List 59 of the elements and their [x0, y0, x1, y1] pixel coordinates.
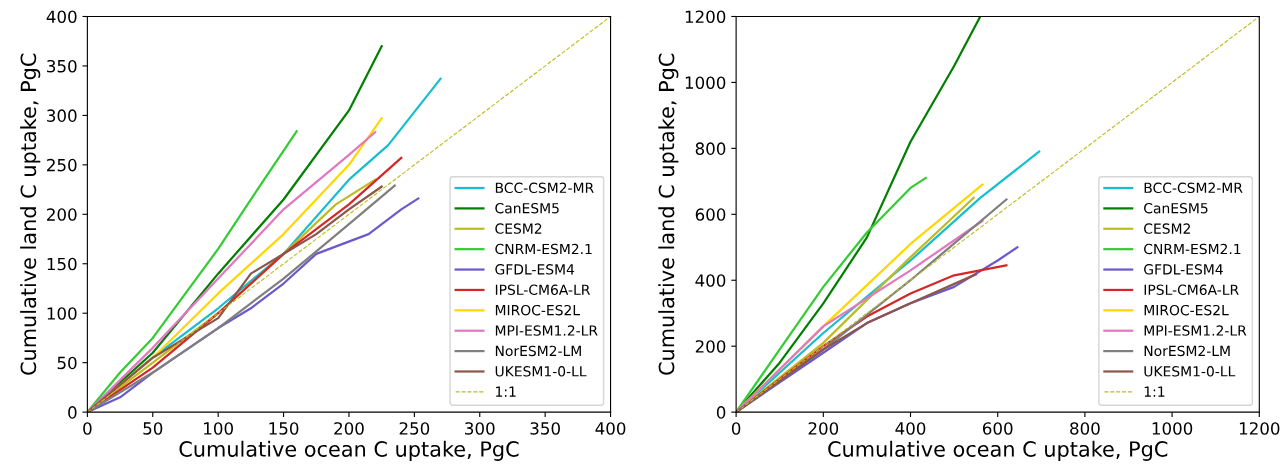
x-tick-label: 400 [895, 422, 926, 435]
y-tick-label: 200 [47, 208, 77, 221]
x-tick-label: 400 [595, 422, 626, 435]
x-axis-title: Cumulative ocean C uptake, PgC [179, 440, 519, 461]
x-tick-label: 100 [204, 422, 233, 435]
legend-label: CanESM5 [495, 202, 559, 214]
legend-label: 1:1 [1144, 386, 1165, 397]
y-tick-label: 150 [47, 257, 77, 271]
legend-label: GFDL-ESM4 [1144, 264, 1223, 275]
legend-label: IPSL-CM6A-LR [495, 284, 591, 295]
x-tick-label: 0 [731, 422, 741, 435]
legend-label: CESM2 [1144, 223, 1190, 234]
legend-label: BCC-CSM2-MR [1144, 182, 1243, 194]
y-tick-label: 350 [47, 59, 77, 73]
legend-label: UKESM1-0-LL [495, 366, 587, 377]
legend-label: BCC-CSM2-MR [495, 182, 594, 194]
legend-label: 1:1 [496, 386, 516, 397]
y-axis-title: Cumulative land C uptake, PgC [20, 53, 41, 375]
x-axis-title: Cumulative ocean C uptake, PgC [828, 440, 1168, 461]
x-tick-label: 200 [808, 422, 839, 435]
x-tick-label: 250 [399, 422, 430, 435]
x-tick-label: 50 [143, 422, 163, 435]
y-tick-label: 100 [47, 307, 77, 320]
y-tick-label: 300 [47, 109, 77, 122]
legend-label: NorESM2-LM [495, 345, 581, 357]
x-tick-label: 350 [530, 422, 560, 435]
legend-label: IPSL-CM6A-LR [1144, 284, 1239, 295]
line-series [736, 273, 978, 413]
y-tick-label: 600 [695, 208, 726, 221]
x-tick-label: 200 [334, 422, 364, 435]
x-tick-label: 800 [1070, 422, 1100, 435]
y-tick-label: 400 [695, 274, 726, 287]
legend-label: CanESM5 [1144, 202, 1208, 214]
legend-label: UKESM1-0-LL [1144, 366, 1236, 377]
legend-label: MIROC-ES2L [1144, 304, 1229, 316]
y-tick-label: 250 [47, 158, 77, 172]
y-tick-label: 50 [57, 356, 77, 370]
legend-label: CNRM-ESM2.1 [1144, 243, 1241, 255]
x-tick-label: 1200 [1239, 422, 1280, 435]
y-tick-label: 1000 [685, 76, 726, 89]
x-tick-label: 150 [269, 422, 299, 435]
x-tick-label: 600 [982, 422, 1013, 435]
legend-label: NorESM2-LM [1144, 345, 1230, 357]
x-tick-label: 1000 [1152, 422, 1193, 435]
y-tick-label: 200 [695, 340, 726, 353]
y-tick-label: 800 [695, 142, 726, 155]
x-tick-label: 300 [465, 422, 495, 435]
y-tick-label: 0 [716, 406, 726, 419]
legend-label: MIROC-ES2L [495, 304, 580, 316]
y-tick-label: 0 [68, 406, 77, 419]
y-tick-label: 1200 [685, 10, 726, 24]
legend-label: MPI-ESM1.2-LR [1144, 325, 1247, 336]
x-tick-label: 0 [83, 422, 92, 435]
y-tick-label: 400 [46, 10, 77, 24]
legend-label: CESM2 [495, 223, 542, 234]
legend-label: CNRM-ESM2.1 [495, 243, 592, 255]
legend-label: GFDL-ESM4 [495, 264, 575, 275]
y-axis-title: Cumulative land C uptake, PgC [658, 53, 679, 375]
legend-label: MPI-ESM1.2-LR [495, 325, 598, 336]
